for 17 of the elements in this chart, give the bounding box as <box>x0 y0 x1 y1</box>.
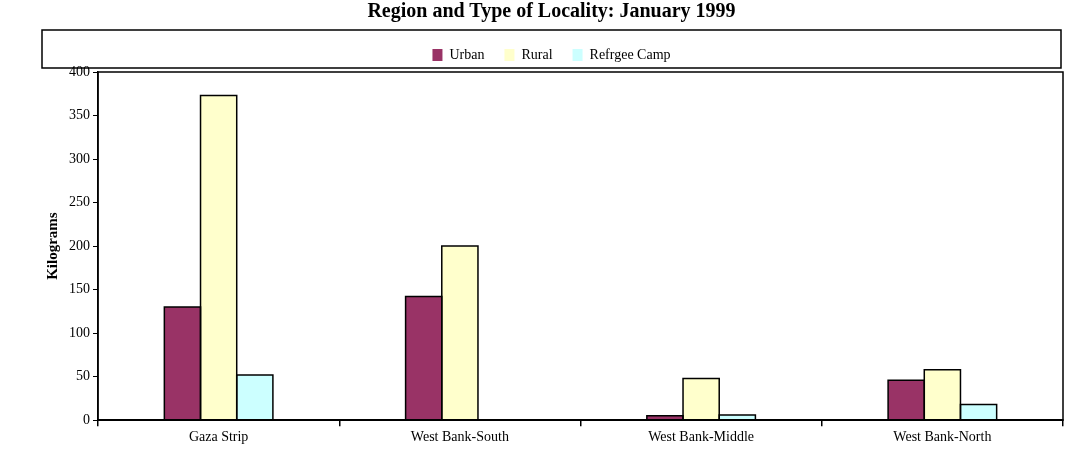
x-tick-label: West Bank-Middle <box>648 429 755 445</box>
y-tick-label: 250 <box>69 194 90 210</box>
y-tick-label: 50 <box>76 368 90 384</box>
y-tick-label: 0 <box>83 411 90 427</box>
x-tick-label: West Bank-North <box>893 429 992 445</box>
chart-title: Region and Type of Locality: January 1999 <box>367 0 736 23</box>
x-tick-label: West Bank-South <box>410 429 509 445</box>
x-tick-label: Gaza Strip <box>188 429 249 445</box>
y-tick-label: 100 <box>69 324 90 340</box>
legend-label: Refrgee Camp <box>589 46 671 62</box>
legend-label: Urban <box>449 46 485 62</box>
y-tick-label: 200 <box>69 237 90 253</box>
y-axis-title: Kilograms <box>43 212 60 280</box>
y-tick-label: 350 <box>69 107 90 123</box>
y-tick-label: 300 <box>69 150 90 166</box>
legend-label: Rural <box>521 46 553 62</box>
y-tick-label: 150 <box>69 281 90 297</box>
